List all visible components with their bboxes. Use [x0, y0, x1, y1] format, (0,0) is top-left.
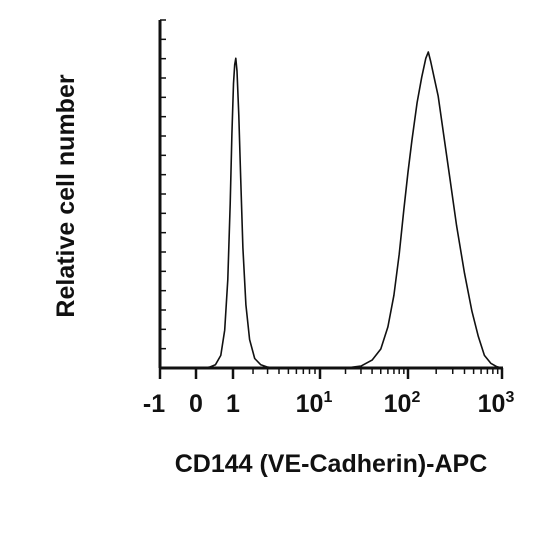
x-axis-tick-labels: -1 0 1 101 102 103 [143, 389, 515, 418]
x-axis-title: CD144 (VE-Cadherin)-APC [175, 450, 488, 478]
x-tick-label: 0 [189, 390, 203, 418]
x-tick-label: -1 [143, 390, 165, 418]
x-tick-label: 103 [478, 389, 515, 418]
histogram-curve [203, 51, 503, 369]
y-axis-title: Relative cell number [52, 74, 80, 317]
x-tick-label: 1 [226, 390, 240, 418]
x-tick-label: 101 [296, 389, 333, 418]
plot-area: -1 0 1 101 102 103 [143, 19, 515, 418]
y-axis-minor-ticks [160, 19, 166, 369]
x-tick-label: 102 [384, 389, 421, 418]
x-axis-ticks [158, 368, 504, 379]
